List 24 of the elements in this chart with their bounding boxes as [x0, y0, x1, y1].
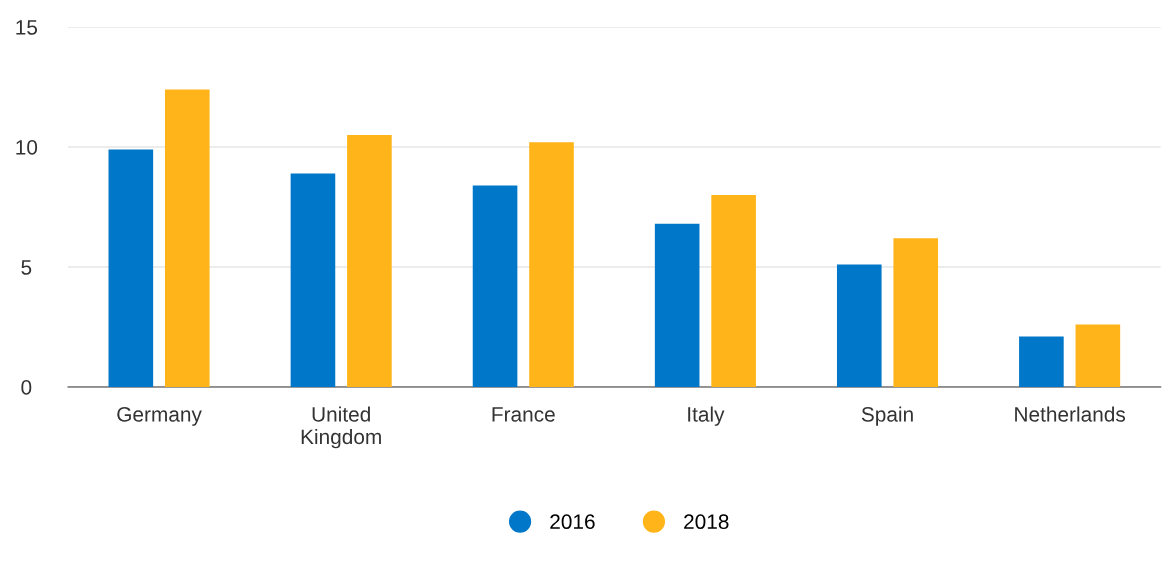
bar — [1075, 324, 1121, 387]
x-tick-label: Spain — [861, 406, 913, 426]
y-tick-label: 0 — [21, 380, 32, 395]
bar — [108, 149, 154, 387]
x-tick-label: France — [492, 407, 555, 422]
y-tick-label: 10 — [16, 140, 38, 155]
legend-label: 2018 — [684, 514, 729, 530]
bar — [1019, 336, 1064, 387]
bar — [290, 173, 336, 387]
y-tick-label: 15 — [16, 20, 38, 35]
bar — [164, 89, 210, 387]
bar — [347, 135, 392, 387]
bar — [836, 264, 882, 387]
bar — [893, 238, 939, 387]
bar — [654, 223, 700, 387]
y-tick-label: 5 — [21, 260, 32, 275]
bar — [472, 185, 518, 387]
x-tick-label: United Kingdom — [301, 406, 381, 449]
x-tick-label: Netherlands — [1015, 406, 1126, 422]
legend-label: 2016 — [550, 514, 595, 530]
x-tick-label: Germany — [117, 406, 202, 426]
bar — [711, 195, 756, 387]
x-tick-label: Italy — [688, 406, 725, 426]
bar — [529, 142, 574, 387]
